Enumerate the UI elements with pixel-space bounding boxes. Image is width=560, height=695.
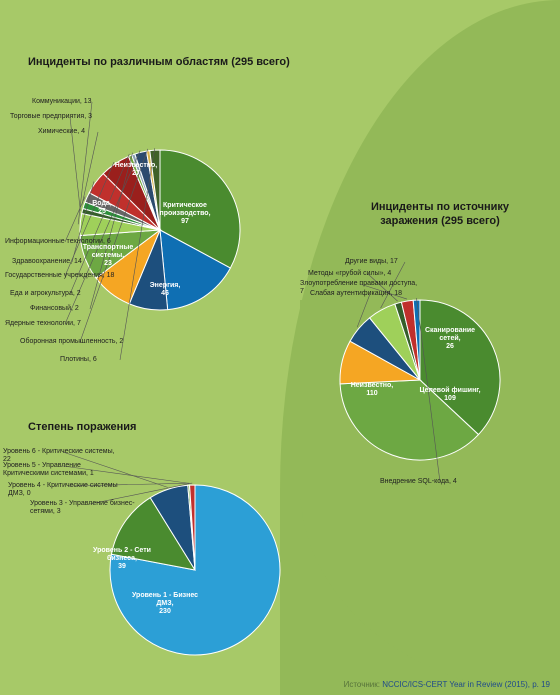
chart3-slice-label: Уровень 5 - Управление Критическими сист… [3, 462, 123, 478]
source-link[interactable]: NCCIC/ICS-CERT Year in Review (2015), p.… [382, 680, 550, 689]
source-prefix: Источник: [344, 680, 383, 689]
chart3-slice-label: Уровень 4 - Критические системы ДМЗ, 0 [8, 482, 128, 498]
chart3-slice-big-label: Уровень 2 - Сети бизнеса,39 [87, 547, 157, 571]
chart3-slice-label: Уровень 3 - Управление бизнес-сетями, 3 [30, 500, 150, 516]
chart3-slice-big-label: Уровень 1 - Бизнес ДМЗ,230 [130, 592, 200, 616]
chart3-pie [0, 0, 560, 695]
source-citation: Источник: NCCIC/ICS-CERT Year in Review … [344, 680, 550, 689]
